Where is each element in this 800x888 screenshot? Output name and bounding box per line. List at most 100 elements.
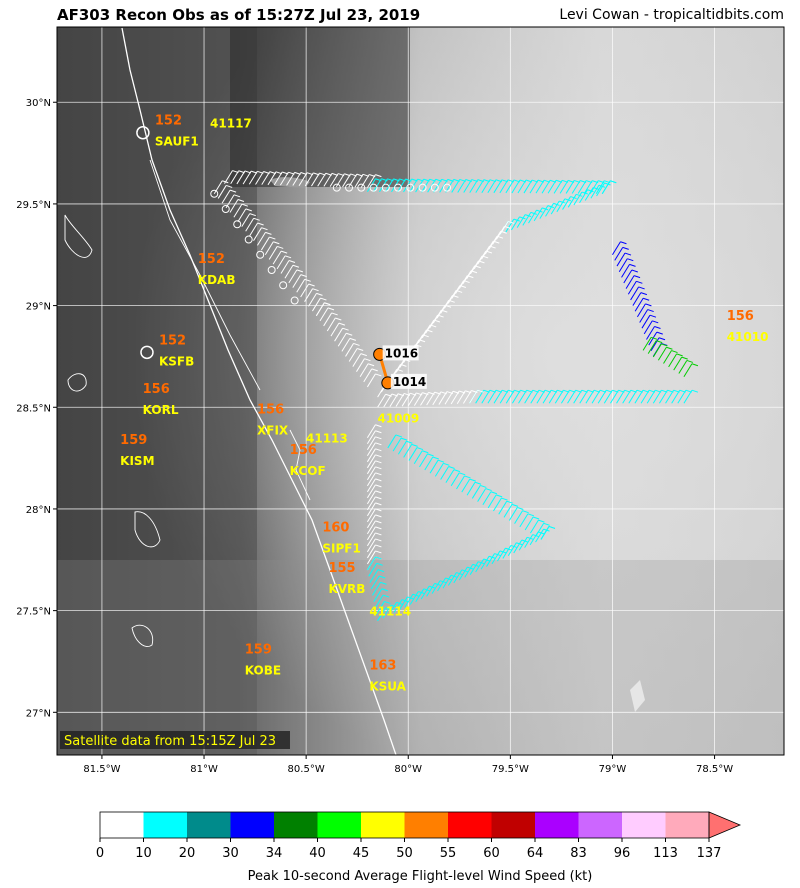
wind-barb-flag — [411, 443, 418, 447]
station-sipf1: 160 SIPF1 — [322, 520, 360, 555]
wind-barb-flag — [375, 502, 382, 506]
wind-barb — [540, 526, 550, 540]
colorbar-swatch — [361, 812, 405, 838]
wind-barb — [496, 226, 505, 240]
wind-barb — [648, 331, 658, 346]
wind-barb — [518, 389, 527, 404]
wind-barb — [438, 391, 448, 405]
wind-barb — [403, 444, 413, 458]
wind-barb — [639, 309, 649, 323]
wind-barb-flag — [377, 569, 385, 573]
wind-barb — [565, 180, 575, 194]
axis-labels: 81.5°W 81°W 80.5°W 80°W 79.5°W 79°W 78.5°W 30°N… — [16, 98, 733, 775]
wind-barb — [511, 389, 521, 404]
wind-barb — [366, 484, 376, 499]
wind-barb — [652, 389, 662, 404]
wind-barb — [395, 359, 405, 373]
wind-barb-flag — [691, 389, 699, 393]
wind-barb — [481, 245, 491, 260]
wind-barb — [542, 389, 552, 404]
wind-barb — [499, 221, 509, 235]
wind-barb — [464, 564, 474, 578]
station-value: 159 — [120, 433, 147, 448]
wind-barb-flag — [375, 550, 382, 554]
wind-barb — [304, 172, 314, 187]
wind-barb — [388, 602, 397, 616]
wind-barb — [315, 302, 325, 317]
wind-barb-flag — [375, 520, 382, 524]
wind-barb-flag — [342, 327, 349, 331]
wind-barb — [466, 482, 476, 496]
wind-barb — [257, 232, 266, 246]
pressure-label: 1016 — [385, 346, 418, 360]
wind-barb — [579, 389, 589, 404]
lon-tick-label: 81°W — [190, 764, 218, 775]
wind-barb — [627, 281, 637, 295]
wind-barb — [366, 538, 376, 553]
wind-barb — [363, 368, 373, 383]
wind-barb — [595, 180, 605, 194]
wind-barb-flag — [375, 490, 382, 494]
wind-barb — [393, 599, 403, 613]
wind-barb — [445, 469, 455, 483]
wind-barb-flag — [384, 600, 391, 604]
colorbar-tick-label: 34 — [266, 846, 283, 861]
wind-barb — [487, 494, 497, 509]
track-east-green — [642, 336, 699, 378]
wind-barb-flag — [320, 297, 327, 301]
wind-barb — [253, 227, 262, 241]
wind-barb-flag — [261, 227, 268, 231]
wind-barb — [618, 258, 628, 272]
pressure-obs: 1016 — [373, 345, 419, 361]
wind-barb — [230, 170, 240, 185]
wind-barb — [366, 490, 376, 505]
wind-barb-flag — [406, 440, 413, 444]
wind-barb — [462, 390, 472, 404]
coastline — [121, 27, 397, 755]
wind-barb-flag — [642, 297, 650, 301]
wind-barb — [447, 572, 457, 586]
station-circle — [136, 125, 150, 140]
wind-barb-flag — [233, 194, 241, 198]
wind-barb — [456, 475, 465, 490]
wind-barb — [242, 170, 252, 185]
wind-barb — [514, 510, 524, 524]
wind-barb-flag — [532, 516, 540, 520]
wind-barb — [463, 179, 473, 193]
station-sauf1: 152 SAUF1 — [136, 114, 199, 149]
wind-barb-flag — [375, 508, 382, 512]
wind-barb — [276, 255, 286, 270]
wind-barb — [455, 280, 465, 294]
wind-barb — [260, 236, 270, 251]
wind-barb — [348, 348, 358, 362]
wind-barb — [366, 496, 376, 511]
wind-barb — [334, 327, 344, 342]
wind-barb — [341, 338, 351, 352]
wind-barb — [641, 314, 651, 329]
wind-barb — [536, 389, 546, 404]
wind-barb — [457, 179, 467, 193]
wind-barb — [597, 389, 607, 404]
wind-barb — [440, 466, 450, 480]
wind-barb — [418, 329, 427, 344]
wind-barb-flag — [474, 481, 482, 485]
calm-circle — [290, 296, 299, 305]
wind-barb-flag — [647, 309, 654, 313]
wind-barb — [292, 172, 302, 186]
station-value: 156 — [727, 309, 754, 324]
colorbar-tick-label: 20 — [179, 846, 196, 861]
wind-barb — [373, 178, 382, 193]
calm-circle — [221, 205, 230, 213]
wind-barb-flag — [610, 180, 617, 184]
wind-barb — [591, 389, 601, 404]
wind-barb — [241, 213, 251, 227]
wind-barb — [583, 180, 593, 194]
wind-barb-flag — [349, 337, 357, 341]
wind-barb — [541, 179, 551, 194]
wind-barb — [630, 286, 640, 301]
station-ksua: 163 KSUA — [369, 659, 406, 694]
wind-barb-flag — [382, 594, 390, 598]
lon-tick-label: 79.5°W — [492, 764, 529, 775]
wind-barb — [466, 265, 476, 280]
wind-barb-flag — [542, 207, 549, 211]
